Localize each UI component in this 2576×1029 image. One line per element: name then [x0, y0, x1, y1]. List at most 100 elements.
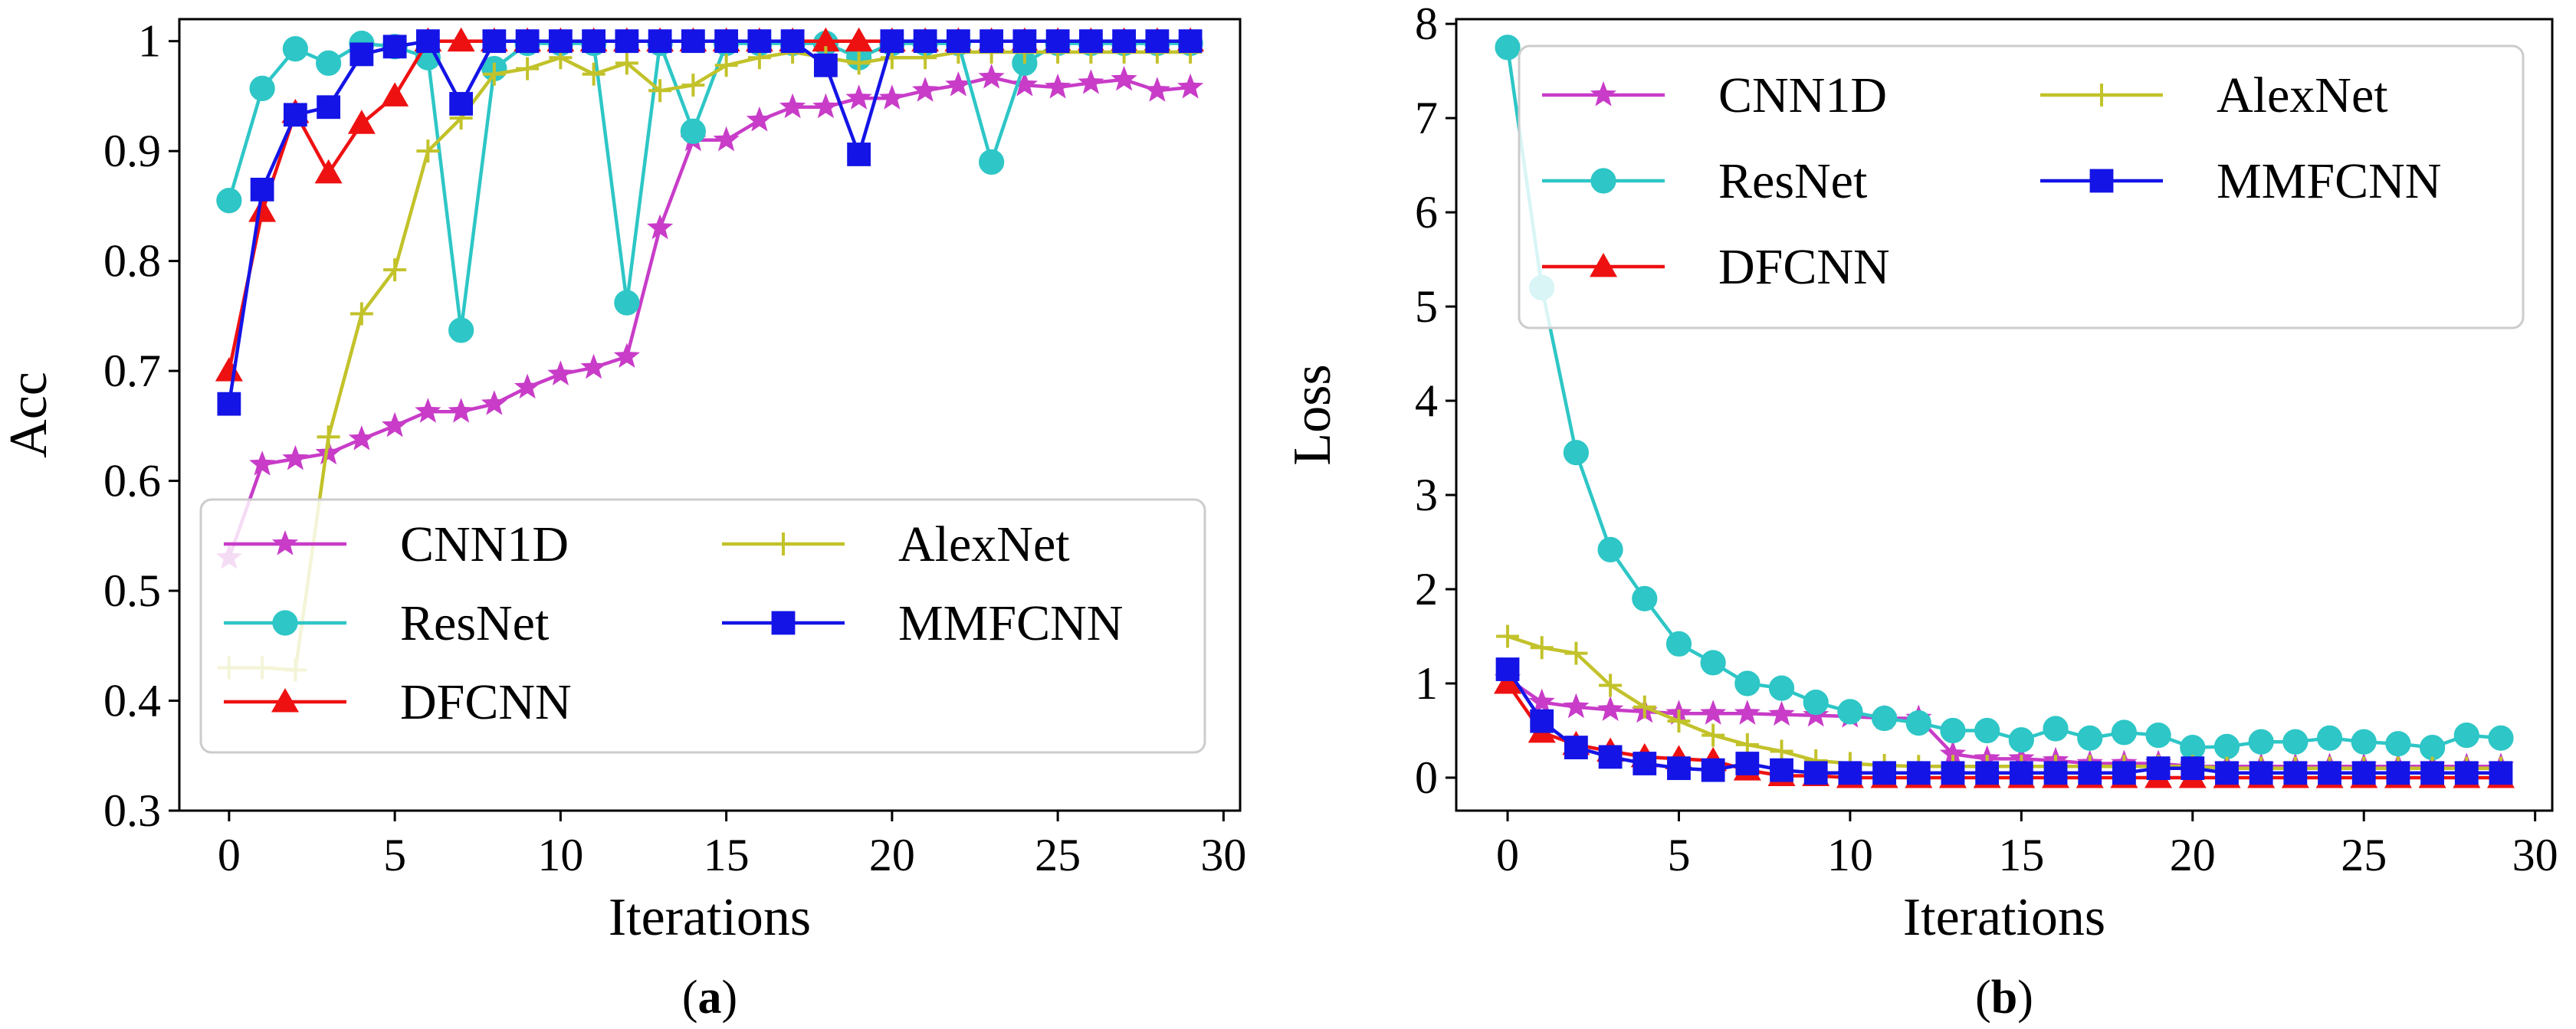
data-point-mmfcnn	[2009, 761, 2033, 785]
legend-label: MMFCNN	[898, 595, 1123, 651]
data-point-cnn1d	[812, 93, 839, 119]
data-point-resnet	[316, 50, 342, 76]
data-point-mmfcnn	[2078, 761, 2102, 785]
data-point-resnet	[448, 317, 474, 343]
data-point-cnn1d	[746, 107, 773, 132]
x-tick-label: 10	[1827, 830, 1873, 880]
data-point-mmfcnn	[515, 29, 540, 54]
data-point-mmfcnn	[2386, 761, 2410, 785]
data-point-mmfcnn	[2318, 761, 2341, 785]
x-tick-label: 0	[218, 830, 241, 880]
data-point-cnn1d	[945, 71, 972, 97]
data-point-alexnet	[317, 425, 340, 449]
data-point-dfcnn	[845, 27, 873, 52]
panel-caption: (b)	[1975, 972, 2033, 1024]
legend-item-mmfcnn: MMFCNN	[722, 595, 1123, 651]
caption-open-paren: (	[682, 972, 698, 1024]
legend: CNN1D ResNet DFCNN AlexNet MMFCNN	[199, 498, 1206, 754]
data-point-alexnet	[1530, 636, 1554, 660]
data-point-mmfcnn	[582, 29, 606, 54]
data-point-mmfcnn	[283, 103, 307, 127]
data-point-resnet	[1495, 34, 1521, 61]
y-axis-title: Acc	[0, 372, 58, 458]
x-axis-title: Iterations	[1903, 888, 2105, 947]
data-point-mmfcnn	[913, 29, 937, 54]
data-point-resnet	[1905, 710, 1931, 736]
y-tick-label: 1	[138, 16, 161, 67]
data-point-alexnet	[383, 258, 407, 282]
data-point-cnn1d	[978, 64, 1005, 89]
data-point-resnet	[216, 188, 242, 214]
data-point-mmfcnn	[1112, 29, 1137, 54]
data-point-mmfcnn	[1667, 756, 1691, 781]
y-tick-label: 0.3	[103, 785, 161, 836]
data-point-mmfcnn	[2489, 761, 2513, 785]
data-point-resnet	[2213, 733, 2240, 759]
data-point-cnn1d	[1597, 696, 1624, 721]
data-point-cnn1d	[1045, 74, 1071, 99]
data-point-alexnet	[416, 139, 440, 163]
data-point-cnn1d	[713, 126, 740, 152]
data-point-resnet	[249, 75, 275, 101]
series-line-cnn1d	[1506, 677, 2501, 768]
data-point-mmfcnn	[1012, 29, 1037, 54]
x-tick-label: 30	[2512, 830, 2558, 880]
series-line-cnn1d	[227, 75, 1191, 559]
legend-item-cnn1d: CNN1D	[1542, 67, 1887, 123]
y-tick-label: 0.6	[103, 456, 161, 506]
data-point-resnet	[1837, 699, 1863, 725]
y-tick-label: 0.9	[103, 126, 161, 176]
data-point-cnn1d	[1700, 700, 1727, 725]
data-point-resnet	[2385, 731, 2411, 757]
y-axis-title: Loss	[1283, 364, 1342, 465]
data-point-alexnet	[615, 51, 638, 75]
legend-item-resnet: ResNet	[1542, 153, 1867, 209]
data-point-cnn1d	[315, 439, 342, 465]
data-point-resnet	[2145, 723, 2171, 749]
legend-item-dfcnn: DFCNN	[1542, 239, 1890, 295]
caption-close-paren: )	[722, 972, 738, 1024]
legend-item-cnn1d: CNN1D	[224, 516, 569, 572]
data-point-resnet	[1803, 689, 1829, 716]
plot-area	[1494, 34, 2515, 788]
legend-marker-dfcnn	[1590, 253, 1617, 277]
data-point-cnn1d	[415, 398, 441, 423]
legend-item-alexnet: AlexNet	[2040, 67, 2388, 123]
data-point-mmfcnn	[681, 29, 705, 54]
data-point-dfcnn	[347, 110, 376, 134]
data-point-resnet	[1871, 705, 1898, 732]
plot-frame	[1455, 18, 2554, 812]
data-point-mmfcnn	[847, 143, 871, 166]
data-point-cnn1d	[1078, 69, 1104, 94]
legend-marker-alexnet	[2090, 84, 2113, 107]
series-mmfcnn	[217, 29, 1203, 416]
data-point-resnet	[1665, 631, 1692, 657]
data-point-mmfcnn	[2351, 761, 2376, 785]
data-point-cnn1d	[1939, 740, 1967, 765]
data-point-alexnet	[648, 79, 672, 103]
data-point-resnet	[2453, 723, 2479, 749]
data-point-resnet	[680, 118, 706, 144]
data-point-cnn1d	[249, 451, 276, 476]
legend-item-mmfcnn: MMFCNN	[2040, 153, 2441, 209]
data-point-dfcnn	[314, 159, 343, 184]
y-tick-label: 6	[1415, 187, 1438, 238]
data-point-mmfcnn	[1495, 657, 1520, 681]
data-point-cnn1d	[779, 93, 806, 119]
data-point-mmfcnn	[1906, 761, 1931, 785]
data-point-alexnet	[516, 57, 540, 80]
data-point-cnn1d	[912, 77, 939, 102]
data-point-mmfcnn	[2043, 761, 2068, 785]
legend-item-resnet: ResNet	[224, 595, 549, 651]
data-point-mmfcnn	[1803, 761, 1828, 785]
data-point-mmfcnn	[1872, 761, 1896, 785]
series-resnet	[216, 30, 1203, 343]
x-tick-label: 0	[1496, 830, 1519, 880]
data-point-mmfcnn	[2249, 761, 2273, 785]
data-point-cnn1d	[1144, 77, 1170, 102]
data-point-alexnet	[1564, 641, 1588, 665]
data-point-cnn1d	[647, 214, 674, 240]
data-point-mmfcnn	[980, 29, 1004, 54]
panel-b-loss-chart: 0 5 10 15 20 25 30 0 1 2 3 4 5 6 7 8 Iterations Loss CNN1D…	[1283, 0, 2558, 1024]
y-tick-label: 1	[1415, 658, 1438, 709]
